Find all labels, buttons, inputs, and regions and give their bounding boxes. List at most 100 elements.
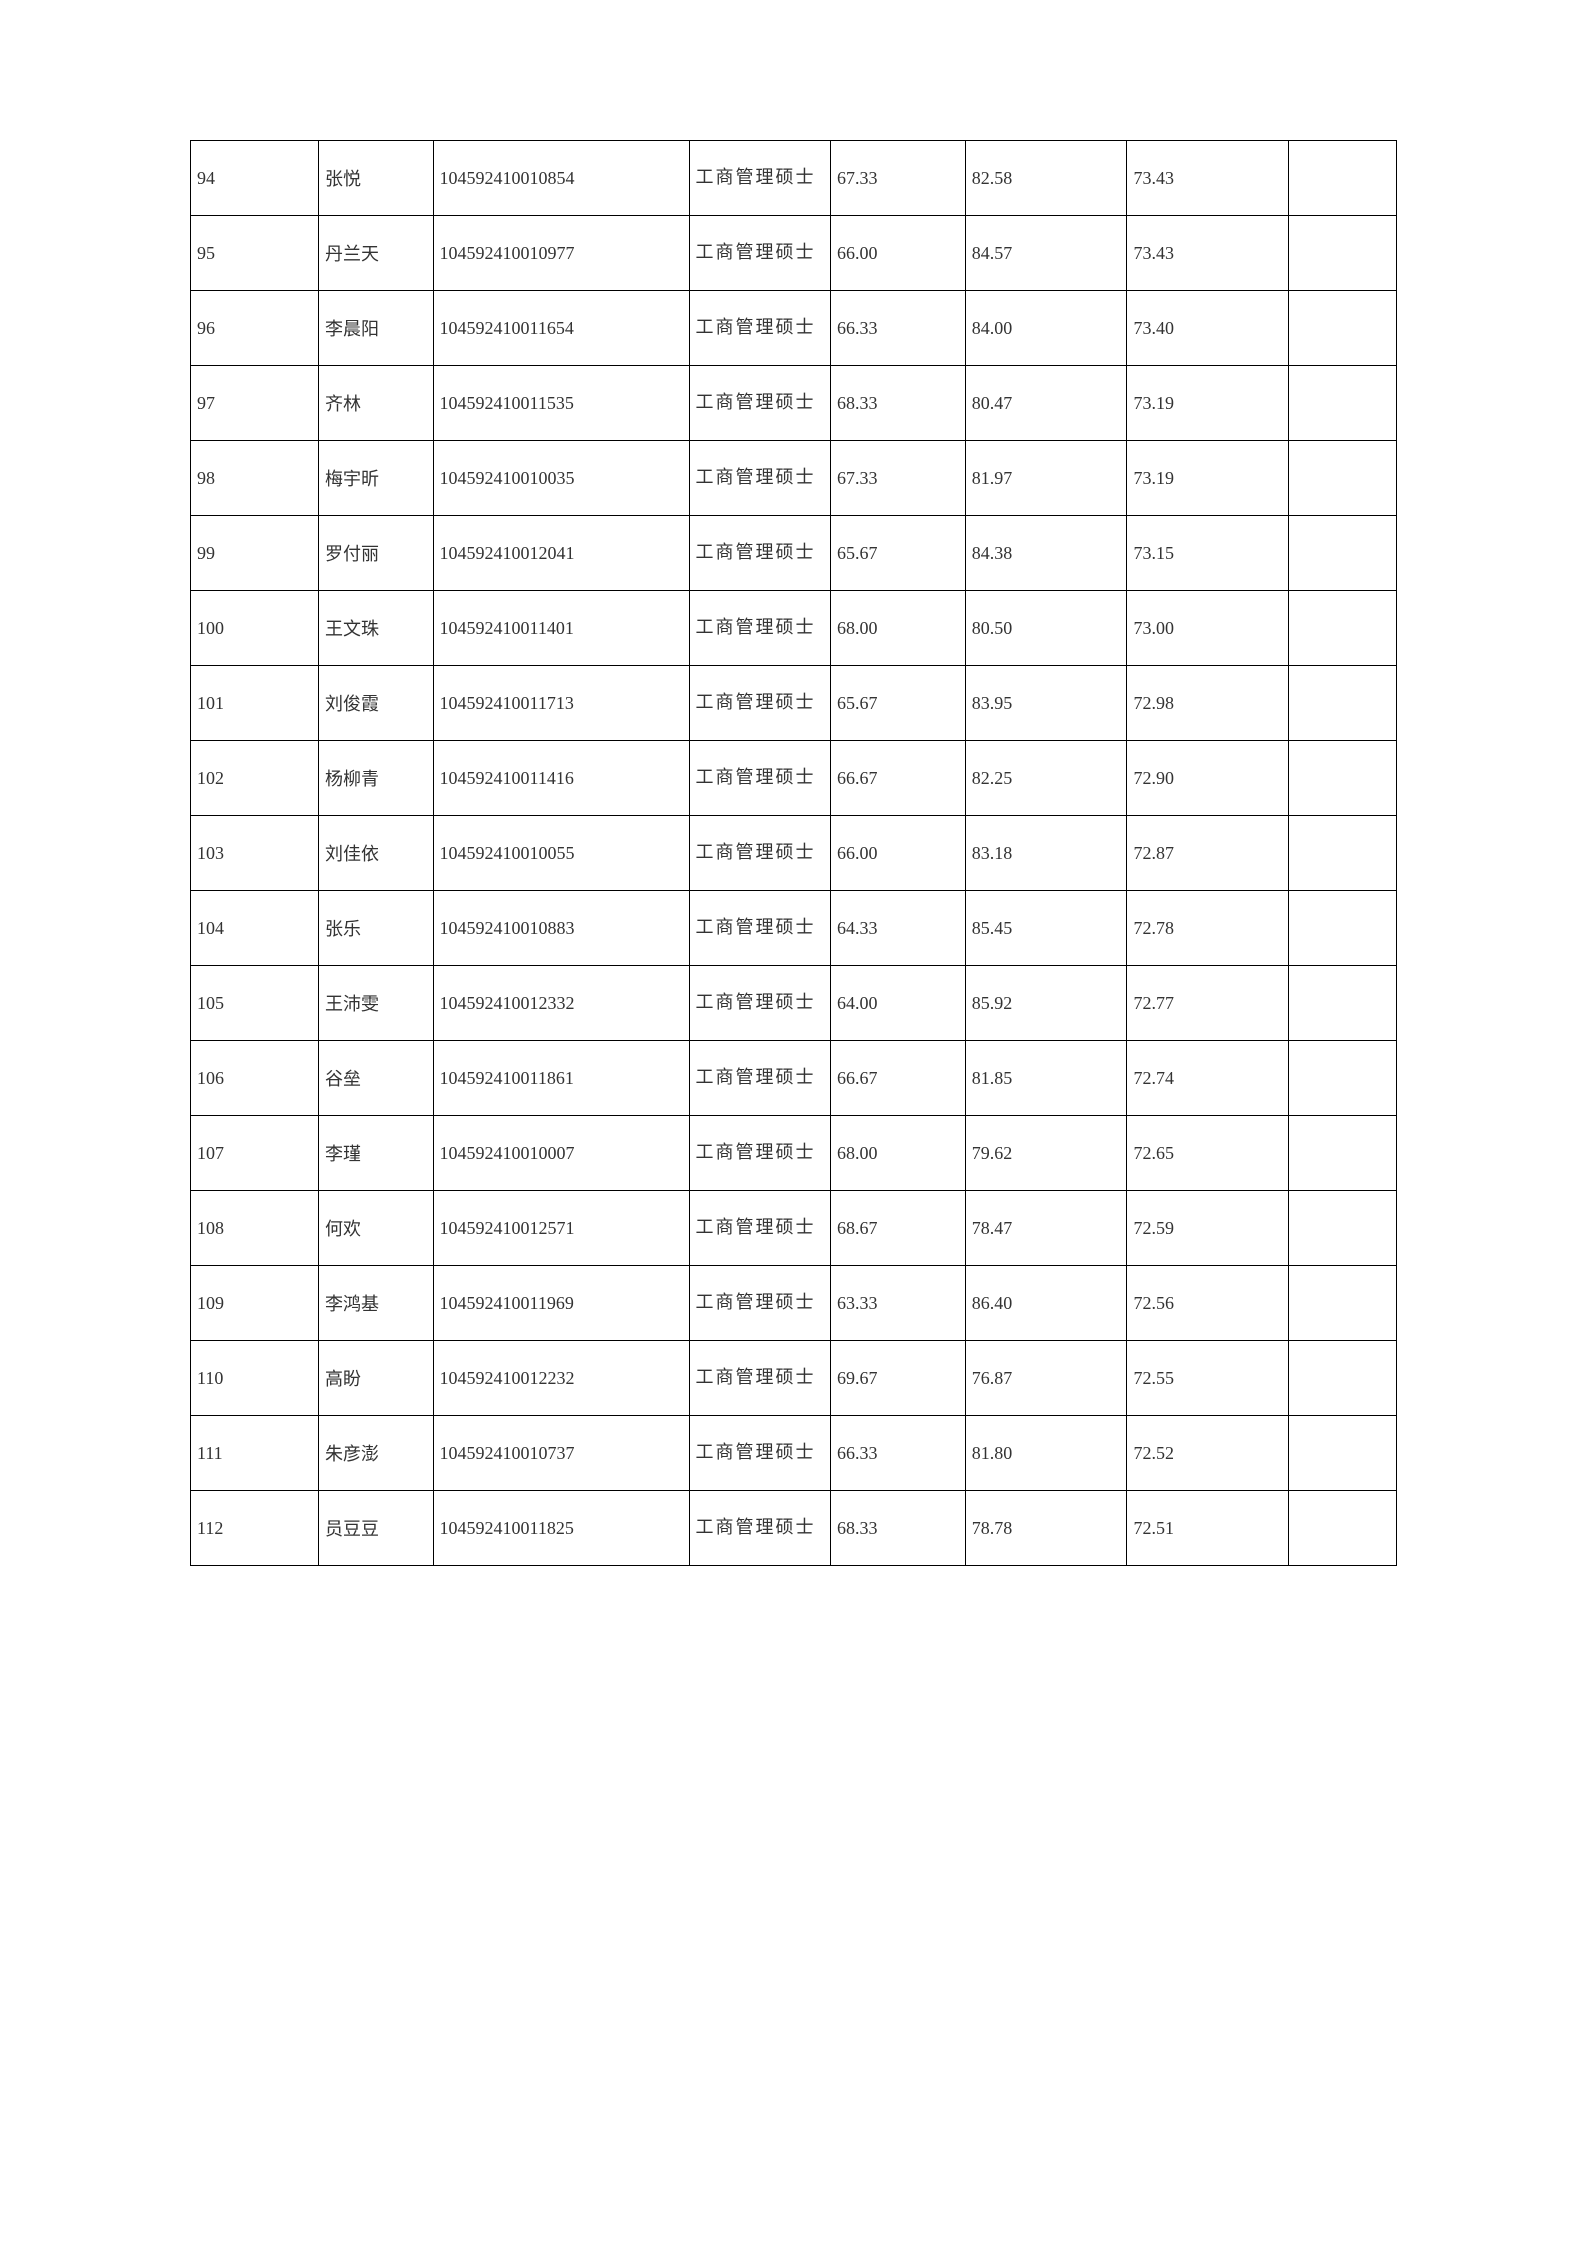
cell-program: 工商管理硕士 bbox=[689, 1491, 830, 1566]
cell-score1: 68.33 bbox=[831, 366, 966, 441]
table-row: 106谷垒104592410011861工商管理硕士66.6781.8572.7… bbox=[191, 1041, 1397, 1116]
cell-program: 工商管理硕士 bbox=[689, 891, 830, 966]
cell-name: 李晨阳 bbox=[319, 291, 434, 366]
table-row: 96李晨阳104592410011654工商管理硕士66.3384.0073.4… bbox=[191, 291, 1397, 366]
cell-id: 104592410010883 bbox=[433, 891, 689, 966]
cell-id: 104592410010035 bbox=[433, 441, 689, 516]
cell-score2: 79.62 bbox=[965, 1116, 1127, 1191]
cell-program: 工商管理硕士 bbox=[689, 441, 830, 516]
cell-empty bbox=[1289, 1191, 1397, 1266]
cell-score1: 68.00 bbox=[831, 591, 966, 666]
cell-index: 102 bbox=[191, 741, 319, 816]
cell-score2: 80.47 bbox=[965, 366, 1127, 441]
cell-program: 工商管理硕士 bbox=[689, 216, 830, 291]
table-body: 94张悦104592410010854工商管理硕士67.3382.5873.43… bbox=[191, 141, 1397, 1566]
cell-score3: 73.19 bbox=[1127, 441, 1289, 516]
cell-score3: 72.90 bbox=[1127, 741, 1289, 816]
cell-name: 员豆豆 bbox=[319, 1491, 434, 1566]
cell-id: 104592410011654 bbox=[433, 291, 689, 366]
cell-score1: 65.67 bbox=[831, 516, 966, 591]
cell-index: 96 bbox=[191, 291, 319, 366]
cell-name: 刘俊霞 bbox=[319, 666, 434, 741]
cell-score3: 72.52 bbox=[1127, 1416, 1289, 1491]
cell-score1: 66.00 bbox=[831, 216, 966, 291]
cell-index: 97 bbox=[191, 366, 319, 441]
cell-program: 工商管理硕士 bbox=[689, 516, 830, 591]
cell-id: 104592410010007 bbox=[433, 1116, 689, 1191]
cell-score3: 73.43 bbox=[1127, 216, 1289, 291]
cell-name: 高盼 bbox=[319, 1341, 434, 1416]
cell-empty bbox=[1289, 366, 1397, 441]
cell-name: 张乐 bbox=[319, 891, 434, 966]
cell-program: 工商管理硕士 bbox=[689, 1191, 830, 1266]
cell-id: 104592410012571 bbox=[433, 1191, 689, 1266]
cell-score1: 68.00 bbox=[831, 1116, 966, 1191]
cell-score1: 69.67 bbox=[831, 1341, 966, 1416]
cell-empty bbox=[1289, 441, 1397, 516]
cell-score1: 66.33 bbox=[831, 291, 966, 366]
table-row: 94张悦104592410010854工商管理硕士67.3382.5873.43 bbox=[191, 141, 1397, 216]
cell-score3: 72.56 bbox=[1127, 1266, 1289, 1341]
cell-empty bbox=[1289, 216, 1397, 291]
cell-score2: 81.85 bbox=[965, 1041, 1127, 1116]
cell-score1: 63.33 bbox=[831, 1266, 966, 1341]
table-row: 103刘佳依104592410010055工商管理硕士66.0083.1872.… bbox=[191, 816, 1397, 891]
cell-score3: 72.98 bbox=[1127, 666, 1289, 741]
table-row: 110高盼104592410012232工商管理硕士69.6776.8772.5… bbox=[191, 1341, 1397, 1416]
cell-empty bbox=[1289, 891, 1397, 966]
cell-score2: 76.87 bbox=[965, 1341, 1127, 1416]
cell-score2: 81.80 bbox=[965, 1416, 1127, 1491]
scores-table: 94张悦104592410010854工商管理硕士67.3382.5873.43… bbox=[190, 140, 1397, 1566]
cell-index: 98 bbox=[191, 441, 319, 516]
cell-score3: 72.65 bbox=[1127, 1116, 1289, 1191]
cell-name: 王文珠 bbox=[319, 591, 434, 666]
cell-program: 工商管理硕士 bbox=[689, 816, 830, 891]
cell-name: 朱彦澎 bbox=[319, 1416, 434, 1491]
cell-id: 104592410011969 bbox=[433, 1266, 689, 1341]
cell-score1: 66.67 bbox=[831, 1041, 966, 1116]
cell-score1: 67.33 bbox=[831, 141, 966, 216]
cell-empty bbox=[1289, 1416, 1397, 1491]
cell-index: 104 bbox=[191, 891, 319, 966]
cell-index: 103 bbox=[191, 816, 319, 891]
cell-score1: 65.67 bbox=[831, 666, 966, 741]
cell-empty bbox=[1289, 516, 1397, 591]
cell-id: 104592410010055 bbox=[433, 816, 689, 891]
cell-name: 罗付丽 bbox=[319, 516, 434, 591]
cell-id: 104592410010854 bbox=[433, 141, 689, 216]
table-row: 102杨柳青104592410011416工商管理硕士66.6782.2572.… bbox=[191, 741, 1397, 816]
cell-index: 110 bbox=[191, 1341, 319, 1416]
cell-score2: 85.45 bbox=[965, 891, 1127, 966]
cell-program: 工商管理硕士 bbox=[689, 1341, 830, 1416]
table-row: 101刘俊霞104592410011713工商管理硕士65.6783.9572.… bbox=[191, 666, 1397, 741]
cell-program: 工商管理硕士 bbox=[689, 291, 830, 366]
cell-score1: 66.33 bbox=[831, 1416, 966, 1491]
cell-score1: 68.67 bbox=[831, 1191, 966, 1266]
cell-program: 工商管理硕士 bbox=[689, 1266, 830, 1341]
table-row: 97齐林104592410011535工商管理硕士68.3380.4773.19 bbox=[191, 366, 1397, 441]
cell-score1: 68.33 bbox=[831, 1491, 966, 1566]
cell-index: 106 bbox=[191, 1041, 319, 1116]
cell-score1: 66.00 bbox=[831, 816, 966, 891]
cell-score2: 82.25 bbox=[965, 741, 1127, 816]
cell-index: 109 bbox=[191, 1266, 319, 1341]
cell-score3: 72.51 bbox=[1127, 1491, 1289, 1566]
cell-score3: 73.40 bbox=[1127, 291, 1289, 366]
cell-score3: 72.74 bbox=[1127, 1041, 1289, 1116]
table-row: 112员豆豆104592410011825工商管理硕士68.3378.7872.… bbox=[191, 1491, 1397, 1566]
cell-score3: 72.77 bbox=[1127, 966, 1289, 1041]
cell-index: 99 bbox=[191, 516, 319, 591]
table-row: 105王沛雯104592410012332工商管理硕士64.0085.9272.… bbox=[191, 966, 1397, 1041]
cell-name: 李瑾 bbox=[319, 1116, 434, 1191]
cell-id: 104592410012332 bbox=[433, 966, 689, 1041]
cell-id: 104592410012232 bbox=[433, 1341, 689, 1416]
cell-score2: 83.95 bbox=[965, 666, 1127, 741]
cell-empty bbox=[1289, 1341, 1397, 1416]
cell-program: 工商管理硕士 bbox=[689, 666, 830, 741]
cell-empty bbox=[1289, 141, 1397, 216]
cell-name: 谷垒 bbox=[319, 1041, 434, 1116]
cell-program: 工商管理硕士 bbox=[689, 1116, 830, 1191]
cell-score3: 73.19 bbox=[1127, 366, 1289, 441]
cell-empty bbox=[1289, 591, 1397, 666]
cell-empty bbox=[1289, 1491, 1397, 1566]
